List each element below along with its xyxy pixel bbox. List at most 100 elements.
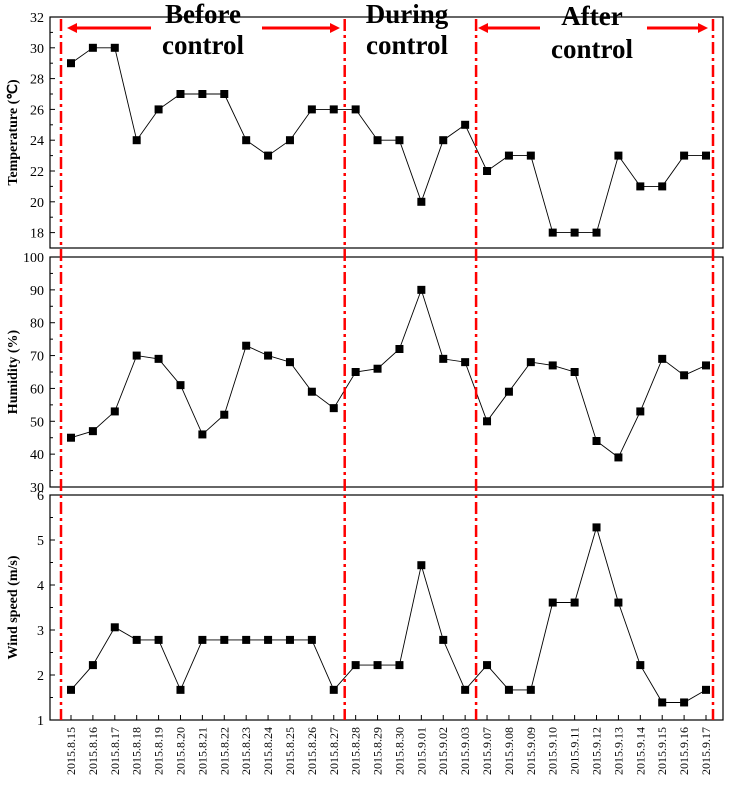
y-tick-label-2-2: 3 (37, 624, 44, 639)
y-tick-label-1-1: 40 (30, 448, 44, 463)
data-point-2-20 (504, 685, 513, 694)
y-axis-title-1: Humidity (%) (6, 329, 21, 414)
data-point-2-19 (483, 661, 492, 670)
data-point-0-5 (176, 90, 185, 98)
data-point-1-4 (154, 354, 163, 363)
data-point-2-24 (592, 523, 601, 532)
panel-frame-2 (49, 494, 724, 721)
data-point-2-13 (351, 661, 360, 670)
y-axis-title-0: Temperature (℃) (6, 79, 21, 186)
x-tick-label-7: 2015.8.22 (217, 727, 231, 775)
data-point-1-25 (614, 453, 623, 462)
x-tick-label-22: 2015.9.10 (546, 727, 560, 775)
x-tick-label-14: 2015.8.29 (371, 727, 385, 775)
data-point-2-16 (417, 561, 426, 570)
y-tick-label-2-5: 6 (37, 489, 44, 504)
x-tick-label-1: 2015.8.16 (86, 727, 100, 775)
x-tick-label-11: 2015.8.26 (305, 727, 319, 775)
x-tick-label-27: 2015.9.15 (655, 727, 669, 775)
data-point-0-15 (395, 136, 404, 145)
y-tick-label-1-5: 80 (30, 317, 44, 332)
data-point-2-18 (461, 685, 470, 694)
data-point-0-13 (351, 105, 360, 114)
x-tick-label-29: 2015.9.17 (699, 727, 713, 775)
y-tick-label-1-4: 70 (30, 350, 44, 365)
data-point-2-22 (548, 598, 557, 607)
data-point-1-15 (395, 345, 404, 353)
y-tick-label-1-2: 50 (30, 415, 44, 430)
x-tick-label-0: 2015.8.15 (64, 727, 78, 775)
period-arrowhead (698, 23, 708, 33)
data-point-2-7 (220, 635, 229, 644)
data-point-0-9 (264, 151, 273, 160)
data-point-0-14 (373, 136, 382, 145)
x-tick-label-2: 2015.8.17 (108, 727, 122, 775)
data-point-2-21 (526, 685, 535, 694)
data-point-2-8 (242, 635, 251, 644)
data-point-2-29 (702, 685, 710, 694)
panel-frame-1 (49, 256, 724, 488)
x-tick-label-21: 2015.9.09 (524, 727, 538, 775)
x-tick-label-23: 2015.9.11 (568, 727, 582, 775)
data-point-0-6 (198, 90, 207, 98)
y-tick-label-1-7: 100 (23, 251, 44, 266)
data-point-1-0 (67, 433, 75, 442)
y-tick-label-1-6: 90 (30, 284, 44, 299)
panel-frame-0 (49, 16, 724, 249)
data-point-2-5 (176, 685, 185, 694)
data-point-1-10 (285, 358, 294, 367)
period-arrowhead (67, 23, 77, 33)
data-point-1-21 (526, 358, 535, 367)
x-tick-label-15: 2015.8.30 (392, 727, 406, 775)
data-point-0-24 (592, 228, 601, 237)
x-tick-label-3: 2015.8.18 (130, 727, 144, 775)
y-tick-label-0-3: 24 (30, 134, 44, 149)
data-point-0-22 (548, 228, 557, 237)
data-point-0-21 (526, 151, 535, 160)
x-tick-label-17: 2015.9.02 (436, 727, 450, 775)
data-point-0-19 (483, 167, 492, 175)
data-point-0-0 (67, 59, 75, 68)
period-label-2-1: control (551, 34, 633, 64)
x-tick-label-20: 2015.9.08 (502, 727, 516, 775)
y-tick-label-0-0: 18 (30, 227, 44, 242)
x-tick-label-4: 2015.8.19 (152, 727, 166, 775)
x-tick-label-12: 2015.8.27 (327, 727, 341, 775)
data-point-0-17 (439, 136, 448, 145)
data-point-2-12 (329, 685, 338, 694)
y-tick-label-0-2: 22 (30, 165, 44, 180)
data-point-1-13 (351, 368, 360, 376)
x-tick-label-19: 2015.9.07 (480, 727, 494, 775)
data-point-2-23 (570, 598, 579, 607)
data-point-1-8 (242, 341, 251, 350)
data-point-0-28 (680, 151, 689, 160)
x-tick-label-18: 2015.9.03 (458, 727, 472, 775)
period-label-2-0: After (561, 1, 622, 31)
data-point-2-26 (636, 661, 645, 670)
y-tick-label-0-4: 26 (30, 103, 44, 118)
data-point-1-20 (504, 387, 513, 396)
data-point-1-3 (132, 351, 141, 360)
x-tick-label-25: 2015.9.13 (611, 727, 625, 775)
data-point-2-27 (658, 698, 667, 707)
data-point-1-11 (307, 387, 316, 396)
x-tick-label-9: 2015.8.24 (261, 727, 275, 775)
period-label-0-0: Before (165, 0, 241, 29)
x-tick-label-16: 2015.9.01 (414, 727, 428, 775)
y-tick-label-0-6: 30 (30, 42, 44, 57)
data-point-0-23 (570, 228, 579, 237)
data-point-1-2 (110, 407, 119, 416)
data-point-1-19 (483, 417, 492, 426)
period-arrowhead (330, 23, 340, 33)
data-point-1-1 (88, 427, 97, 436)
y-tick-label-2-3: 4 (37, 579, 44, 594)
data-point-1-22 (548, 361, 557, 370)
data-point-0-7 (220, 90, 229, 98)
data-point-1-17 (439, 354, 448, 363)
y-tick-label-0-1: 20 (30, 196, 44, 211)
data-point-0-25 (614, 151, 623, 160)
y-tick-label-1-0: 30 (30, 481, 44, 496)
period-label-1-1: control (366, 30, 448, 60)
series-line-2 (70, 525, 707, 703)
data-point-1-24 (592, 437, 601, 445)
